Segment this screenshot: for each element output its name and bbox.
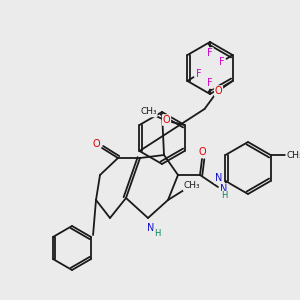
Text: CH₃: CH₃ <box>140 107 157 116</box>
Text: F: F <box>207 48 213 58</box>
Text: CH₃: CH₃ <box>184 182 200 190</box>
Text: F: F <box>207 78 213 88</box>
Text: N: N <box>147 223 155 233</box>
Text: H: H <box>154 230 160 238</box>
Text: CH₃: CH₃ <box>286 151 300 160</box>
Text: N: N <box>220 184 228 194</box>
Text: O: O <box>92 139 100 149</box>
Text: N: N <box>215 173 222 183</box>
Text: H: H <box>221 191 227 200</box>
Text: F: F <box>196 69 201 79</box>
Text: O: O <box>163 115 170 125</box>
Text: F: F <box>219 57 224 67</box>
Text: O: O <box>215 86 222 96</box>
Text: O: O <box>198 147 206 157</box>
